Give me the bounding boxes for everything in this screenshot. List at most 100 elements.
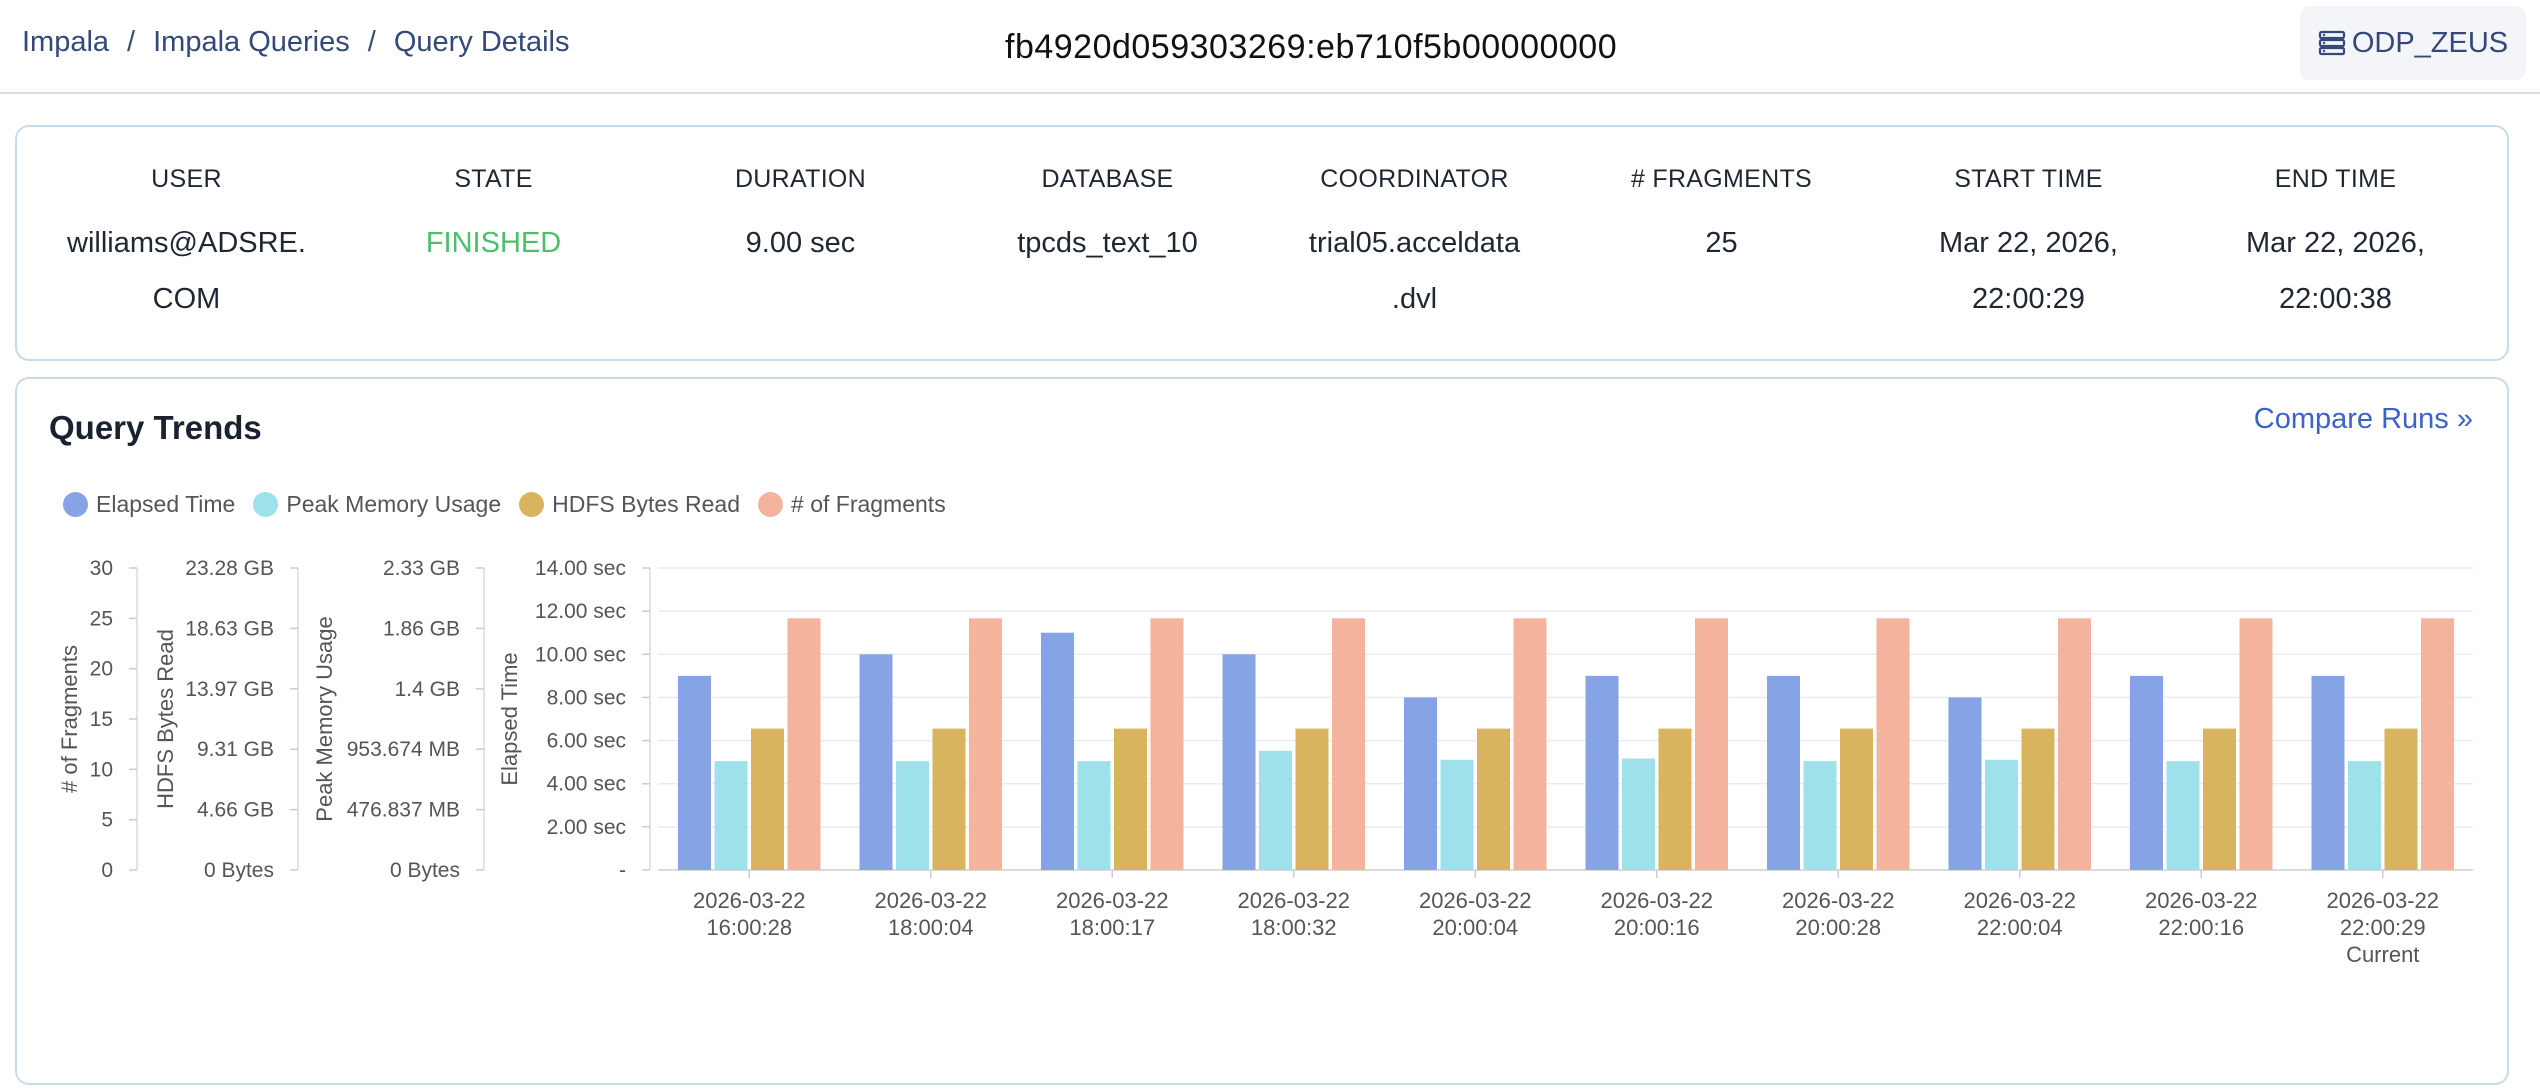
x-tick-label: 2026-03-22 xyxy=(2326,888,2439,913)
x-tick-label: 18:00:04 xyxy=(888,915,974,940)
summary-value: trial05.acceldata .dvl xyxy=(1261,215,1568,327)
bar-fragments xyxy=(2239,618,2273,870)
page-header: Impala / Impala Queries / Query Details … xyxy=(0,0,2540,94)
summary-value: tpcds_text_10 xyxy=(954,215,1261,271)
legend-label: # of Fragments xyxy=(791,491,946,517)
legend-dot-icon xyxy=(63,492,88,517)
summary-value: 9.00 sec xyxy=(647,215,954,271)
chart-legend: Elapsed Time Peak Memory Usage HDFS Bytes … xyxy=(63,491,964,518)
cluster-selector[interactable]: ODP_ZEUS xyxy=(2300,6,2526,80)
bar-hdfs xyxy=(1114,728,1147,870)
breadcrumb: Impala / Impala Queries / Query Details xyxy=(22,26,570,59)
axis-tick-label: 4.66 GB xyxy=(197,799,274,822)
summary-label: COORDINATOR xyxy=(1320,165,1509,193)
legend-item-memory[interactable]: Peak Memory Usage xyxy=(253,491,501,518)
bar-hdfs xyxy=(1477,728,1510,870)
bar-memory xyxy=(1077,761,1111,870)
query-summary-card: USER williams@ADSRE. COM STATE FINISHED DURAT… xyxy=(15,125,2509,361)
bar-elapsed xyxy=(1585,675,1619,870)
bar-fragments xyxy=(1513,618,1547,870)
bar-hdfs xyxy=(2203,728,2236,870)
bar-elapsed xyxy=(1767,675,1800,870)
legend-dot-icon xyxy=(519,492,545,517)
bar-memory xyxy=(1803,761,1837,870)
axis-tick-label: 1.86 GB xyxy=(383,617,460,640)
bar-elapsed xyxy=(2311,675,2345,870)
bar-fragments xyxy=(787,618,821,870)
summary-label: DURATION xyxy=(734,165,867,193)
x-tick-label: 22:00:04 xyxy=(1977,915,2063,940)
x-tick-label: 2026-03-22 xyxy=(1600,888,1713,913)
summary-value-line: 9.00 sec xyxy=(745,227,856,259)
x-tick-label: 2026-03-22 xyxy=(1056,888,1169,913)
summary-label: END TIME xyxy=(2274,165,2397,193)
axis-tick-label: 2.33 GB xyxy=(383,557,460,580)
bar-memory xyxy=(896,761,929,870)
axis-tick-label: 6.00 sec xyxy=(547,730,626,753)
bar-fragments xyxy=(1332,618,1365,870)
bar-elapsed xyxy=(1404,697,1437,870)
summary-value-line: williams@ADSRE. xyxy=(67,227,306,259)
axis-tick-label: 18.63 GB xyxy=(185,617,274,640)
axis-tick-label: 20 xyxy=(90,658,113,681)
axis-title-memory: Peak Memory Usage xyxy=(312,616,337,821)
legend-item-fragments[interactable]: # of Fragments xyxy=(758,491,946,518)
query-trends-card: Query Trends Compare Runs » Elapsed Time… xyxy=(15,377,2509,1085)
summary-value: Mar 22, 2026, 22:00:38 xyxy=(2182,215,2489,327)
x-tick-label: 20:00:04 xyxy=(1432,915,1518,940)
x-tick-label: 2026-03-22 xyxy=(2145,888,2258,913)
bar-hdfs xyxy=(1295,728,1329,870)
legend-item-elapsed[interactable]: Elapsed Time xyxy=(63,491,235,518)
bar-elapsed xyxy=(1222,654,1256,870)
axis-tick-label: 953.674 MB xyxy=(347,738,460,761)
axis-tick-label: 1.4 GB xyxy=(395,678,460,701)
bar-hdfs xyxy=(2021,728,2055,870)
summary-label: USER xyxy=(151,165,222,193)
bar-fragments xyxy=(1150,618,1184,870)
legend-dot-icon xyxy=(253,492,279,517)
summary-value-line: trial05.acceldata xyxy=(1308,227,1521,259)
summary-value-line: COM xyxy=(152,283,221,315)
x-tick-label: Current xyxy=(2346,942,2419,967)
axis-tick-label: 14.00 sec xyxy=(535,557,626,580)
bar-fragments xyxy=(2421,618,2454,870)
query-trends-chart: 0 5 10 15 20 25 30 # of Fragments 0 Bytes 4.66 GB… xyxy=(57,557,2473,967)
summary-value: 25 xyxy=(1568,215,1875,271)
x-tick-label: 18:00:17 xyxy=(1069,915,1155,940)
axis-tick-label: - xyxy=(619,859,626,882)
axis-tick-label: 10 xyxy=(90,758,113,781)
axis-tick-label: 4.00 sec xyxy=(547,773,626,796)
bar-memory xyxy=(1440,759,1474,870)
axis-tick-label: 9.31 GB xyxy=(197,738,274,761)
query-id-title: fb4920d059303269:eb710f5b00000000 xyxy=(1005,28,1618,66)
legend-item-hdfs[interactable]: HDFS Bytes Read xyxy=(519,491,740,518)
legend-label: Elapsed Time xyxy=(96,491,236,517)
bar-fragments xyxy=(2058,618,2091,870)
query-trends-title: Query Trends xyxy=(49,409,262,446)
axis-tick-label: 15 xyxy=(90,708,113,731)
bar-hdfs xyxy=(1840,728,1873,870)
summary-value-line: Mar 22, 2026, xyxy=(1939,227,2118,259)
axis-tick-label: 13.97 GB xyxy=(185,678,274,701)
bar-memory xyxy=(1622,758,1655,870)
summary-label: STATE xyxy=(454,165,533,193)
breadcrumb-impala-queries[interactable]: Impala Queries xyxy=(153,26,350,58)
axis-tick-label: 5 xyxy=(101,809,113,832)
summary-value-line: 25 xyxy=(1705,227,1738,259)
legend-label: HDFS Bytes Read xyxy=(552,491,741,517)
x-tick-label: 2026-03-22 xyxy=(1963,888,2076,913)
bar-memory xyxy=(2348,761,2381,870)
breadcrumb-query-details[interactable]: Query Details xyxy=(393,26,570,58)
x-tick-label: 2026-03-22 xyxy=(1237,888,1350,913)
summary-value-line: tpcds_text_10 xyxy=(1017,227,1198,259)
summary-value-line: .dvl xyxy=(1391,283,1438,315)
x-tick-label: 18:00:32 xyxy=(1251,915,1337,940)
bar-elapsed xyxy=(2130,675,2163,870)
legend-label: Peak Memory Usage xyxy=(286,491,502,517)
compare-runs-link[interactable]: Compare Runs » xyxy=(2254,403,2473,436)
axis-title-hdfs: HDFS Bytes Read xyxy=(153,629,178,809)
breadcrumb-impala[interactable]: Impala xyxy=(22,26,110,58)
bar-fragments xyxy=(1695,618,1728,870)
bar-memory xyxy=(714,761,748,870)
axis-title-elapsed: Elapsed Time xyxy=(497,652,522,785)
